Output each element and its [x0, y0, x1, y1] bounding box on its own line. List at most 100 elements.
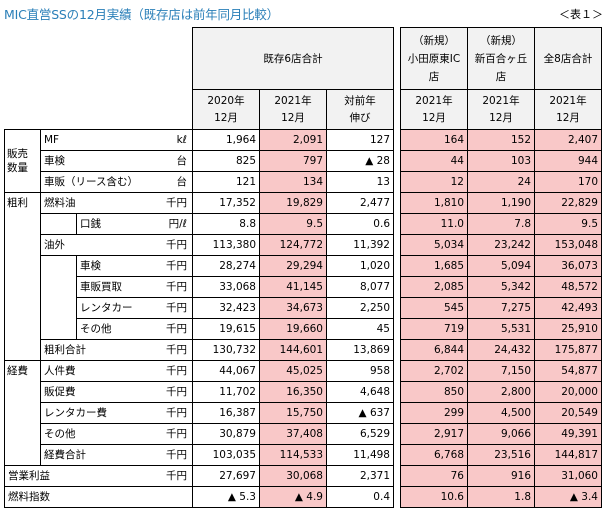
cell-total: 36,073: [534, 255, 602, 277]
table-row: 車検 台 825 797 ▲ 28 44 103 944: [5, 150, 602, 172]
header-yoy-1: 対前年: [344, 94, 376, 107]
row-unit: 千円: [152, 402, 193, 424]
column-gap: [393, 381, 401, 403]
cell-2020: 103,035: [192, 444, 260, 466]
row-label: レンタカー費: [40, 402, 153, 424]
cell-odawara: 2,917: [400, 423, 468, 445]
table-row: 経費合計 千円 103,035 114,533 11,498 6,768 23,…: [4, 444, 602, 466]
cell-odawara: 164: [400, 129, 468, 151]
row-unit: 千円: [152, 318, 193, 340]
header-odawara-suffix: 店: [428, 70, 440, 83]
column-gap: [393, 402, 401, 424]
cell-total: 54,877: [534, 360, 602, 382]
row-label: 車販（リース含む）: [40, 171, 153, 193]
cell-2020: 28,274: [192, 255, 260, 277]
indent-cell: [40, 297, 77, 319]
cell-odawara: 545: [400, 297, 468, 319]
column-gap: [393, 213, 401, 235]
table-row: 車販（リース含む） 台 121 134 13 12 24 170: [5, 171, 602, 193]
cell-shinyuri: 23,516: [467, 444, 535, 466]
cell-2020: 33,068: [192, 276, 260, 298]
cell-yoy: 0.4: [326, 486, 394, 508]
table-row: 販促費 千円 11,702 16,350 4,648 850 2,800 20,…: [4, 381, 602, 403]
cell-yoy: 4,648: [326, 381, 394, 403]
cell-shinyuri: 4,500: [467, 402, 535, 424]
row-label-fuel-index: 燃料指数: [4, 486, 153, 508]
header-2020: 2020年 12月: [192, 89, 260, 130]
row-unit: 千円: [152, 444, 193, 466]
header-odawara-year: 2021年: [415, 94, 453, 107]
cell-total: 144,817: [534, 444, 602, 466]
cell-2021: 797: [259, 150, 327, 172]
cell-total: 170: [534, 171, 602, 193]
cell-odawara: 6,768: [400, 444, 468, 466]
header-row-2: 2020年 12月 2021年 12月 対前年 伸び 2021年 12月 2021年 12…: [4, 89, 602, 130]
group-gross-cont: [4, 339, 41, 361]
cell-odawara: 2,085: [400, 276, 468, 298]
header-all8-period: 2021年 12月: [534, 89, 602, 130]
cell-total: 31,060: [534, 465, 602, 487]
row-label: 口銭: [76, 213, 153, 235]
column-gap: [393, 129, 401, 151]
cell-2021: 30,068: [259, 465, 327, 487]
cell-yoy: 127: [326, 129, 394, 151]
cell-2021: 37,408: [259, 423, 327, 445]
indent-cell: [40, 276, 77, 298]
header-shinyuri-year: 2021年: [482, 94, 520, 107]
table-row: その他 千円 19,615 19,660 45 719 5,531 25,910: [4, 318, 602, 340]
cell-2020: 121: [192, 171, 260, 193]
header-2021-month: 12月: [281, 111, 305, 124]
column-gap: [393, 318, 401, 340]
table-row: 粗利合計 千円 130,732 144,601 13,869 6,844 24,…: [4, 339, 602, 361]
cell-yoy: 13: [326, 171, 394, 193]
cell-shinyuri: 23,242: [467, 234, 535, 256]
cell-odawara: 76: [400, 465, 468, 487]
header-shinyuri-month: 12月: [489, 111, 513, 124]
cell-yoy: 8,077: [326, 276, 394, 298]
row-unit: kℓ: [152, 129, 193, 151]
row-unit: 千円: [152, 255, 193, 277]
table-row: レンタカー 千円 32,423 34,673 2,250 545 7,275 4…: [4, 297, 602, 319]
report-title: MIC直営SSの12月実績（既存店は前年同月比較）: [4, 7, 279, 22]
cell-2020: 32,423: [192, 297, 260, 319]
cell-odawara: 6,844: [400, 339, 468, 361]
column-gap: [393, 465, 401, 487]
cell-odawara: 719: [400, 318, 468, 340]
column-gap: [393, 423, 401, 445]
row-label: 販促費: [40, 381, 153, 403]
header-blank: [4, 27, 193, 90]
header-2020-month: 12月: [214, 111, 238, 124]
cell-2020: 1,964: [192, 129, 260, 151]
header-2021: 2021年 12月: [259, 89, 327, 130]
group-sales-qty-1: 販売: [7, 148, 28, 160]
cell-2020: 16,387: [192, 402, 260, 424]
table-row: 口銭 円/ℓ 8.8 9.5 0.6 11.0 7.8 9.5: [4, 213, 602, 235]
row-unit: 千円: [152, 423, 193, 445]
header-odawara: （新規） 小田原東IC 店: [400, 27, 468, 90]
header-shinyuri-tag: （新規）: [480, 34, 522, 47]
row-unit: 台: [152, 171, 193, 193]
group-expense-cont: [4, 402, 41, 424]
cell-yoy: 13,869: [326, 339, 394, 361]
row-unit: [152, 486, 193, 508]
table-row: 燃料指数 ▲ 5.3 ▲ 4.9 0.4 10.6 1.8 ▲ 3.4: [4, 486, 602, 508]
header-odawara-period: 2021年 12月: [400, 89, 468, 130]
row-unit: 台: [152, 150, 193, 172]
cell-total: 9.5: [534, 213, 602, 235]
cell-shinyuri: 5,342: [467, 276, 535, 298]
cell-total: ▲ 3.4: [534, 486, 602, 508]
cell-shinyuri: 5,094: [467, 255, 535, 277]
table-row: 車検 千円 28,274 29,294 1,020 1,685 5,094 36…: [4, 255, 602, 277]
group-sales-qty: 販売 数量: [4, 129, 41, 193]
row-unit: 千円: [152, 297, 193, 319]
group-gross-cont: [4, 213, 41, 235]
cell-2020: 27,697: [192, 465, 260, 487]
cell-2021: ▲ 4.9: [259, 486, 327, 508]
indent-cell: [40, 213, 77, 235]
cell-odawara: 10.6: [400, 486, 468, 508]
cell-total: 42,493: [534, 297, 602, 319]
column-gap: [393, 444, 401, 466]
header-all8: 全8店合計: [534, 27, 602, 90]
cell-yoy: 1,020: [326, 255, 394, 277]
row-unit: 千円: [152, 360, 193, 382]
